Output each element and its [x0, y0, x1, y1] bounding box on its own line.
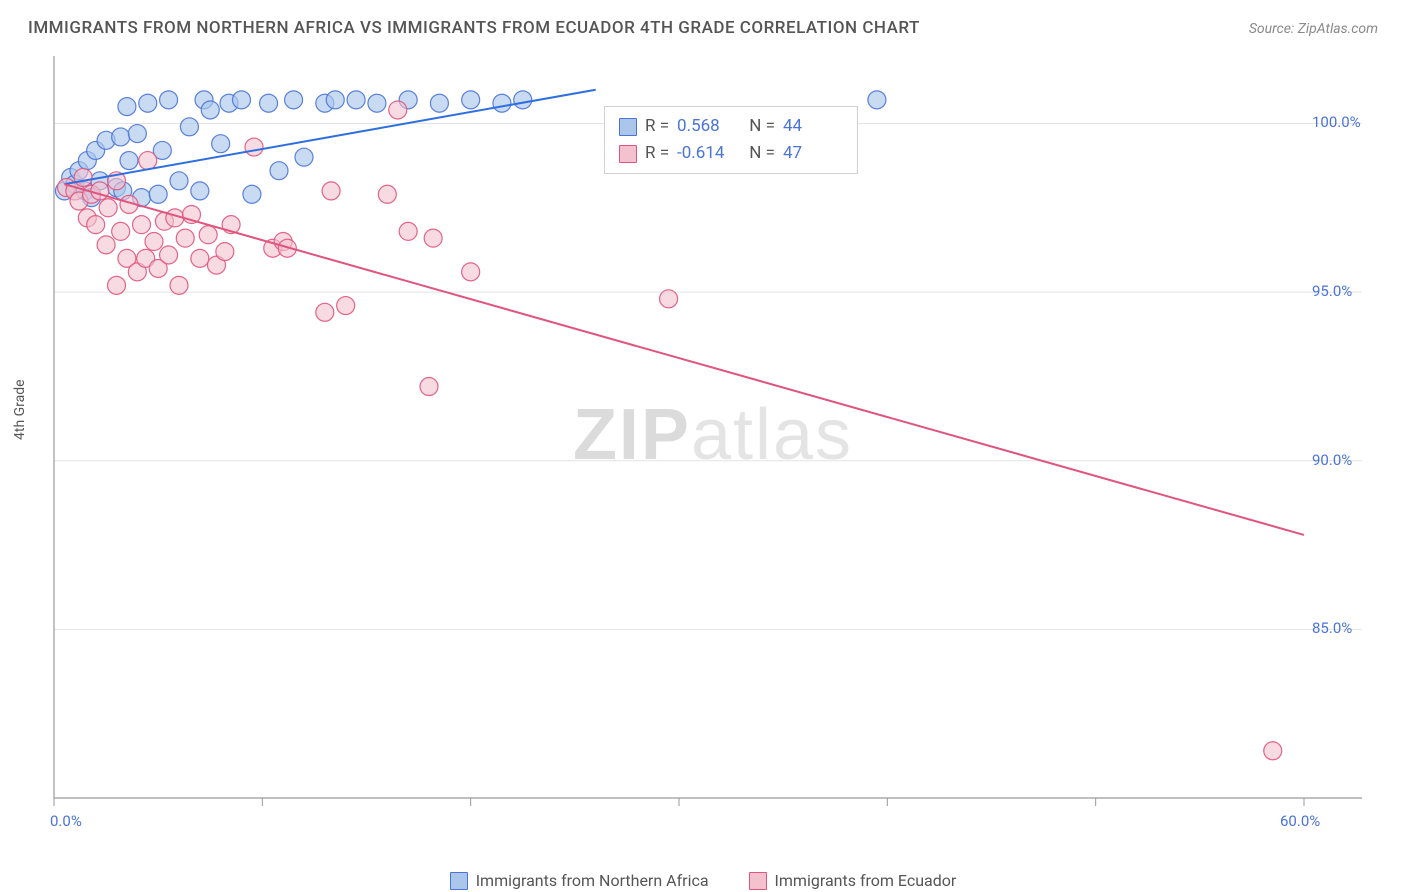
scatter-point — [112, 128, 130, 146]
legend-label: Immigrants from Ecuador — [775, 871, 957, 890]
scatter-point — [108, 276, 126, 294]
stats-legend-box: R =0.568 N =44R =-0.614 N =47 — [604, 106, 858, 174]
scatter-point — [176, 229, 194, 247]
scatter-point — [368, 94, 386, 112]
scatter-point — [1264, 742, 1282, 760]
scatter-point — [378, 185, 396, 203]
scatter-point — [191, 182, 209, 200]
scatter-point — [87, 216, 105, 234]
legend-item: Immigrants from Ecuador — [749, 871, 957, 890]
scatter-point — [347, 91, 365, 109]
stats-row: R =0.568 N =44 — [619, 113, 843, 140]
scatter-point — [868, 91, 886, 109]
chart-area: ZIPatlas R =0.568 N =44R =-0.614 N =47 0… — [48, 50, 1378, 820]
stats-row: R =-0.614 N =47 — [619, 140, 843, 167]
scatter-point — [191, 249, 209, 267]
scatter-point — [118, 98, 136, 116]
scatter-point — [112, 222, 130, 240]
scatter-point — [424, 229, 442, 247]
legend: Immigrants from Northern Africa Immigrant… — [0, 871, 1406, 890]
scatter-point — [389, 101, 407, 119]
scatter-point — [322, 182, 340, 200]
y-axis-label: 4th Grade — [12, 379, 28, 440]
scatter-point — [295, 148, 313, 166]
scatter-point — [199, 226, 217, 244]
scatter-point — [160, 246, 178, 264]
scatter-point — [170, 172, 188, 190]
scatter-point — [160, 91, 178, 109]
scatter-point — [133, 216, 151, 234]
r-value: -0.614 — [677, 140, 737, 167]
scatter-point — [74, 168, 92, 186]
legend-swatch — [749, 872, 767, 890]
y-tick-label: 95.0% — [1312, 282, 1352, 300]
watermark: ZIPatlas — [573, 394, 853, 476]
legend-item: Immigrants from Northern Africa — [450, 871, 709, 890]
scatter-point — [243, 185, 261, 203]
scatter-point — [180, 118, 198, 136]
y-tick-label: 85.0% — [1312, 619, 1352, 637]
scatter-point — [216, 243, 234, 261]
scatter-point — [270, 162, 288, 180]
source-link[interactable]: ZipAtlas.com — [1298, 21, 1378, 37]
scatter-point — [316, 303, 334, 321]
scatter-point — [245, 138, 263, 156]
scatter-point — [120, 152, 138, 170]
scatter-point — [201, 101, 219, 119]
series-swatch — [619, 145, 637, 163]
scatter-point — [170, 276, 188, 294]
scatter-point — [326, 91, 344, 109]
n-value: 47 — [783, 140, 843, 167]
chart-title: IMMIGRANTS FROM NORTHERN AFRICA VS IMMIG… — [28, 18, 920, 38]
legend-swatch — [450, 872, 468, 890]
scatter-point — [420, 378, 438, 396]
scatter-point — [139, 152, 157, 170]
scatter-point — [430, 94, 448, 112]
scatter-point — [139, 94, 157, 112]
scatter-point — [660, 290, 678, 308]
n-value: 44 — [783, 113, 843, 140]
scatter-point — [97, 236, 115, 254]
scatter-point — [493, 94, 511, 112]
scatter-point — [399, 222, 417, 240]
x-tick-label: 0.0% — [50, 812, 82, 830]
scatter-point — [145, 233, 163, 251]
scatter-point — [285, 91, 303, 109]
y-tick-label: 90.0% — [1312, 451, 1352, 469]
scatter-point — [337, 297, 355, 315]
r-value: 0.568 — [677, 113, 737, 140]
scatter-point — [91, 182, 109, 200]
scatter-point — [514, 91, 532, 109]
scatter-point — [149, 185, 167, 203]
scatter-point — [99, 199, 117, 217]
source-credit: Source: ZipAtlas.com — [1249, 21, 1378, 37]
legend-label: Immigrants from Northern Africa — [476, 871, 709, 890]
scatter-point — [260, 94, 278, 112]
scatter-point — [212, 135, 230, 153]
series-swatch — [619, 118, 637, 136]
y-tick-label: 100.0% — [1312, 113, 1361, 131]
scatter-point — [128, 125, 146, 143]
scatter-point — [233, 91, 251, 109]
header: IMMIGRANTS FROM NORTHERN AFRICA VS IMMIG… — [0, 0, 1406, 46]
scatter-point — [462, 263, 480, 281]
x-tick-label: 60.0% — [1280, 812, 1320, 830]
scatter-point — [462, 91, 480, 109]
